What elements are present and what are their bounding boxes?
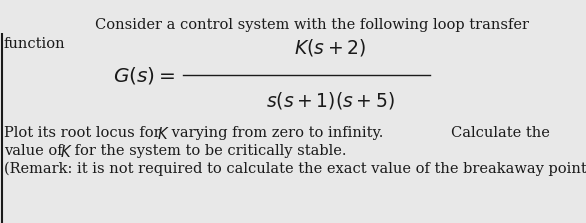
Text: Plot its root locus for: Plot its root locus for [4, 126, 165, 140]
Text: $G(s) =$: $G(s) =$ [113, 64, 175, 85]
Text: Consider a control system with the following loop transfer: Consider a control system with the follo… [95, 18, 529, 32]
Text: $K$: $K$ [60, 144, 73, 160]
Text: $K(s+2)$: $K(s+2)$ [294, 37, 366, 58]
Text: for the system to be critically stable.: for the system to be critically stable. [70, 144, 346, 158]
Text: (Remark: it is not required to calculate the exact value of the breakaway point.: (Remark: it is not required to calculate… [4, 162, 586, 176]
Text: $K$: $K$ [157, 126, 169, 142]
Text: value of: value of [4, 144, 67, 158]
Text: varying from zero to infinity.: varying from zero to infinity. [167, 126, 383, 140]
Text: function: function [4, 37, 66, 51]
Text: $s(s+1)(s+5)$: $s(s+1)(s+5)$ [265, 90, 394, 111]
Text: Calculate the: Calculate the [451, 126, 550, 140]
